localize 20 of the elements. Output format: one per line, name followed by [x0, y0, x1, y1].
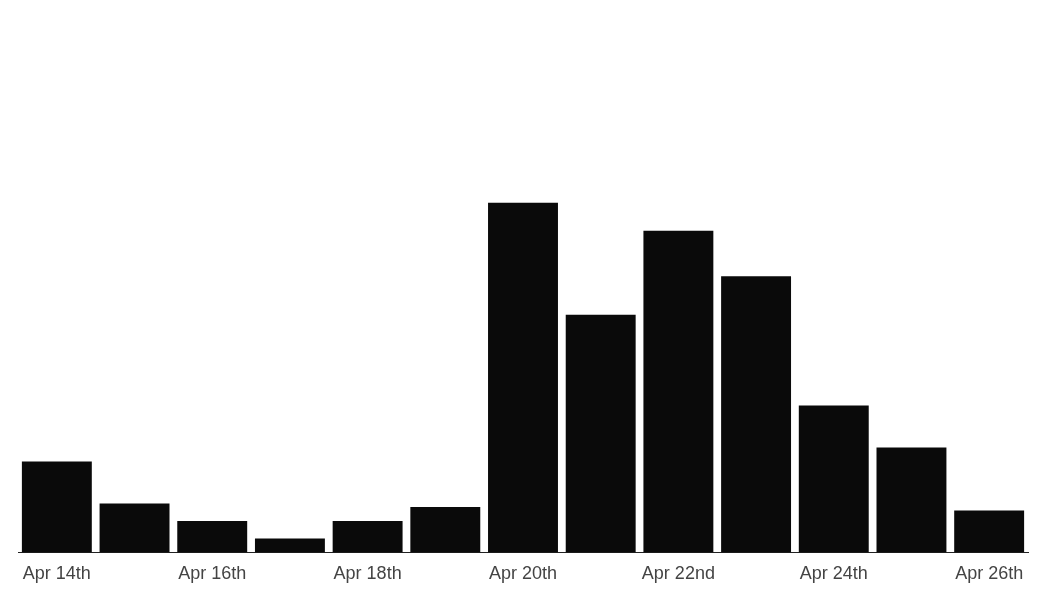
x-tick-label: Apr 18th: [333, 563, 402, 584]
bar: [798, 405, 869, 553]
x-tick-label: Apr 14th: [22, 563, 91, 584]
bar: [876, 447, 947, 553]
bar: [332, 520, 403, 553]
bar: [254, 538, 325, 553]
bar: [488, 202, 558, 553]
x-tick-label: Apr 20th: [488, 563, 558, 584]
x-tick-label: Apr 26th: [955, 563, 1024, 584]
x-tick-label: Apr 22nd: [641, 563, 715, 584]
x-tick-label: Apr 24th: [799, 563, 868, 584]
bar: [177, 520, 248, 553]
bar: [721, 276, 792, 553]
bar: [643, 230, 714, 553]
bar: [21, 461, 92, 553]
bar: [954, 510, 1025, 553]
bar: [410, 506, 481, 553]
bar: [565, 314, 636, 553]
x-tick-label: Apr 16th: [178, 563, 247, 584]
bar: [99, 503, 170, 553]
